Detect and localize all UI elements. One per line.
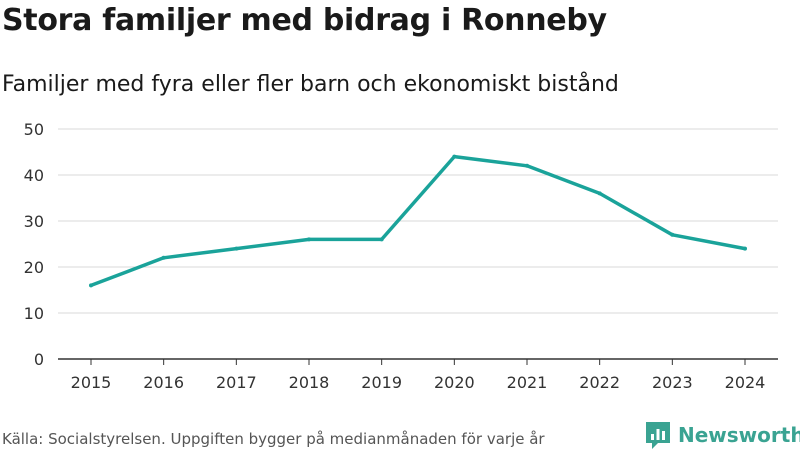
source-note: Källa: Socialstyrelsen. Uppgiften bygger… — [2, 430, 545, 448]
x-tick-label: 2018 — [289, 373, 330, 392]
data-point — [452, 154, 457, 159]
page-title: Stora familjer med bidrag i Ronneby — [2, 3, 607, 38]
y-tick-label: 40 — [24, 166, 44, 185]
y-tick-label: 50 — [24, 120, 44, 139]
data-point — [743, 246, 747, 251]
data-point — [525, 163, 529, 168]
x-tick-label: 2022 — [579, 373, 620, 392]
brand-logo: Newsworthy — [644, 420, 800, 450]
data-point — [670, 232, 675, 237]
data-point — [597, 191, 602, 196]
data-point — [307, 237, 311, 242]
data-point — [89, 283, 93, 288]
x-tick-label: 2021 — [507, 373, 548, 392]
x-tick-label: 2017 — [216, 373, 257, 392]
series-line — [89, 154, 747, 288]
series-layer — [89, 154, 747, 288]
y-tick-label: 0 — [34, 350, 44, 369]
x-tick-label: 2023 — [652, 373, 693, 392]
y-tick-label: 20 — [24, 258, 44, 277]
bar-chart-speech-icon — [646, 422, 670, 449]
x-tick-label: 2020 — [434, 373, 475, 392]
x-tick-label: 2019 — [361, 373, 402, 392]
x-tick-label: 2024 — [725, 373, 766, 392]
chart-subtitle: Familjer med fyra eller fler barn och ek… — [2, 72, 619, 97]
data-point — [379, 237, 384, 242]
gridlines — [58, 128, 778, 314]
data-point — [161, 255, 166, 260]
x-axis: 2015 2016 2017 2018 2019 2020 2021 2022 2023 2024 — [58, 358, 778, 392]
brand-name: Newsworthy — [678, 423, 800, 447]
line-chart: 0 10 20 30 40 50 2015 2016 2017 2018 2019 2020 2021… — [24, 120, 778, 392]
y-tick-label: 30 — [24, 212, 44, 231]
y-tick-label: 10 — [24, 304, 44, 323]
data-point — [234, 246, 239, 251]
x-tick-label: 2016 — [143, 373, 184, 392]
x-tick-label: 2015 — [71, 373, 112, 392]
y-axis: 0 10 20 30 40 50 — [24, 120, 44, 369]
